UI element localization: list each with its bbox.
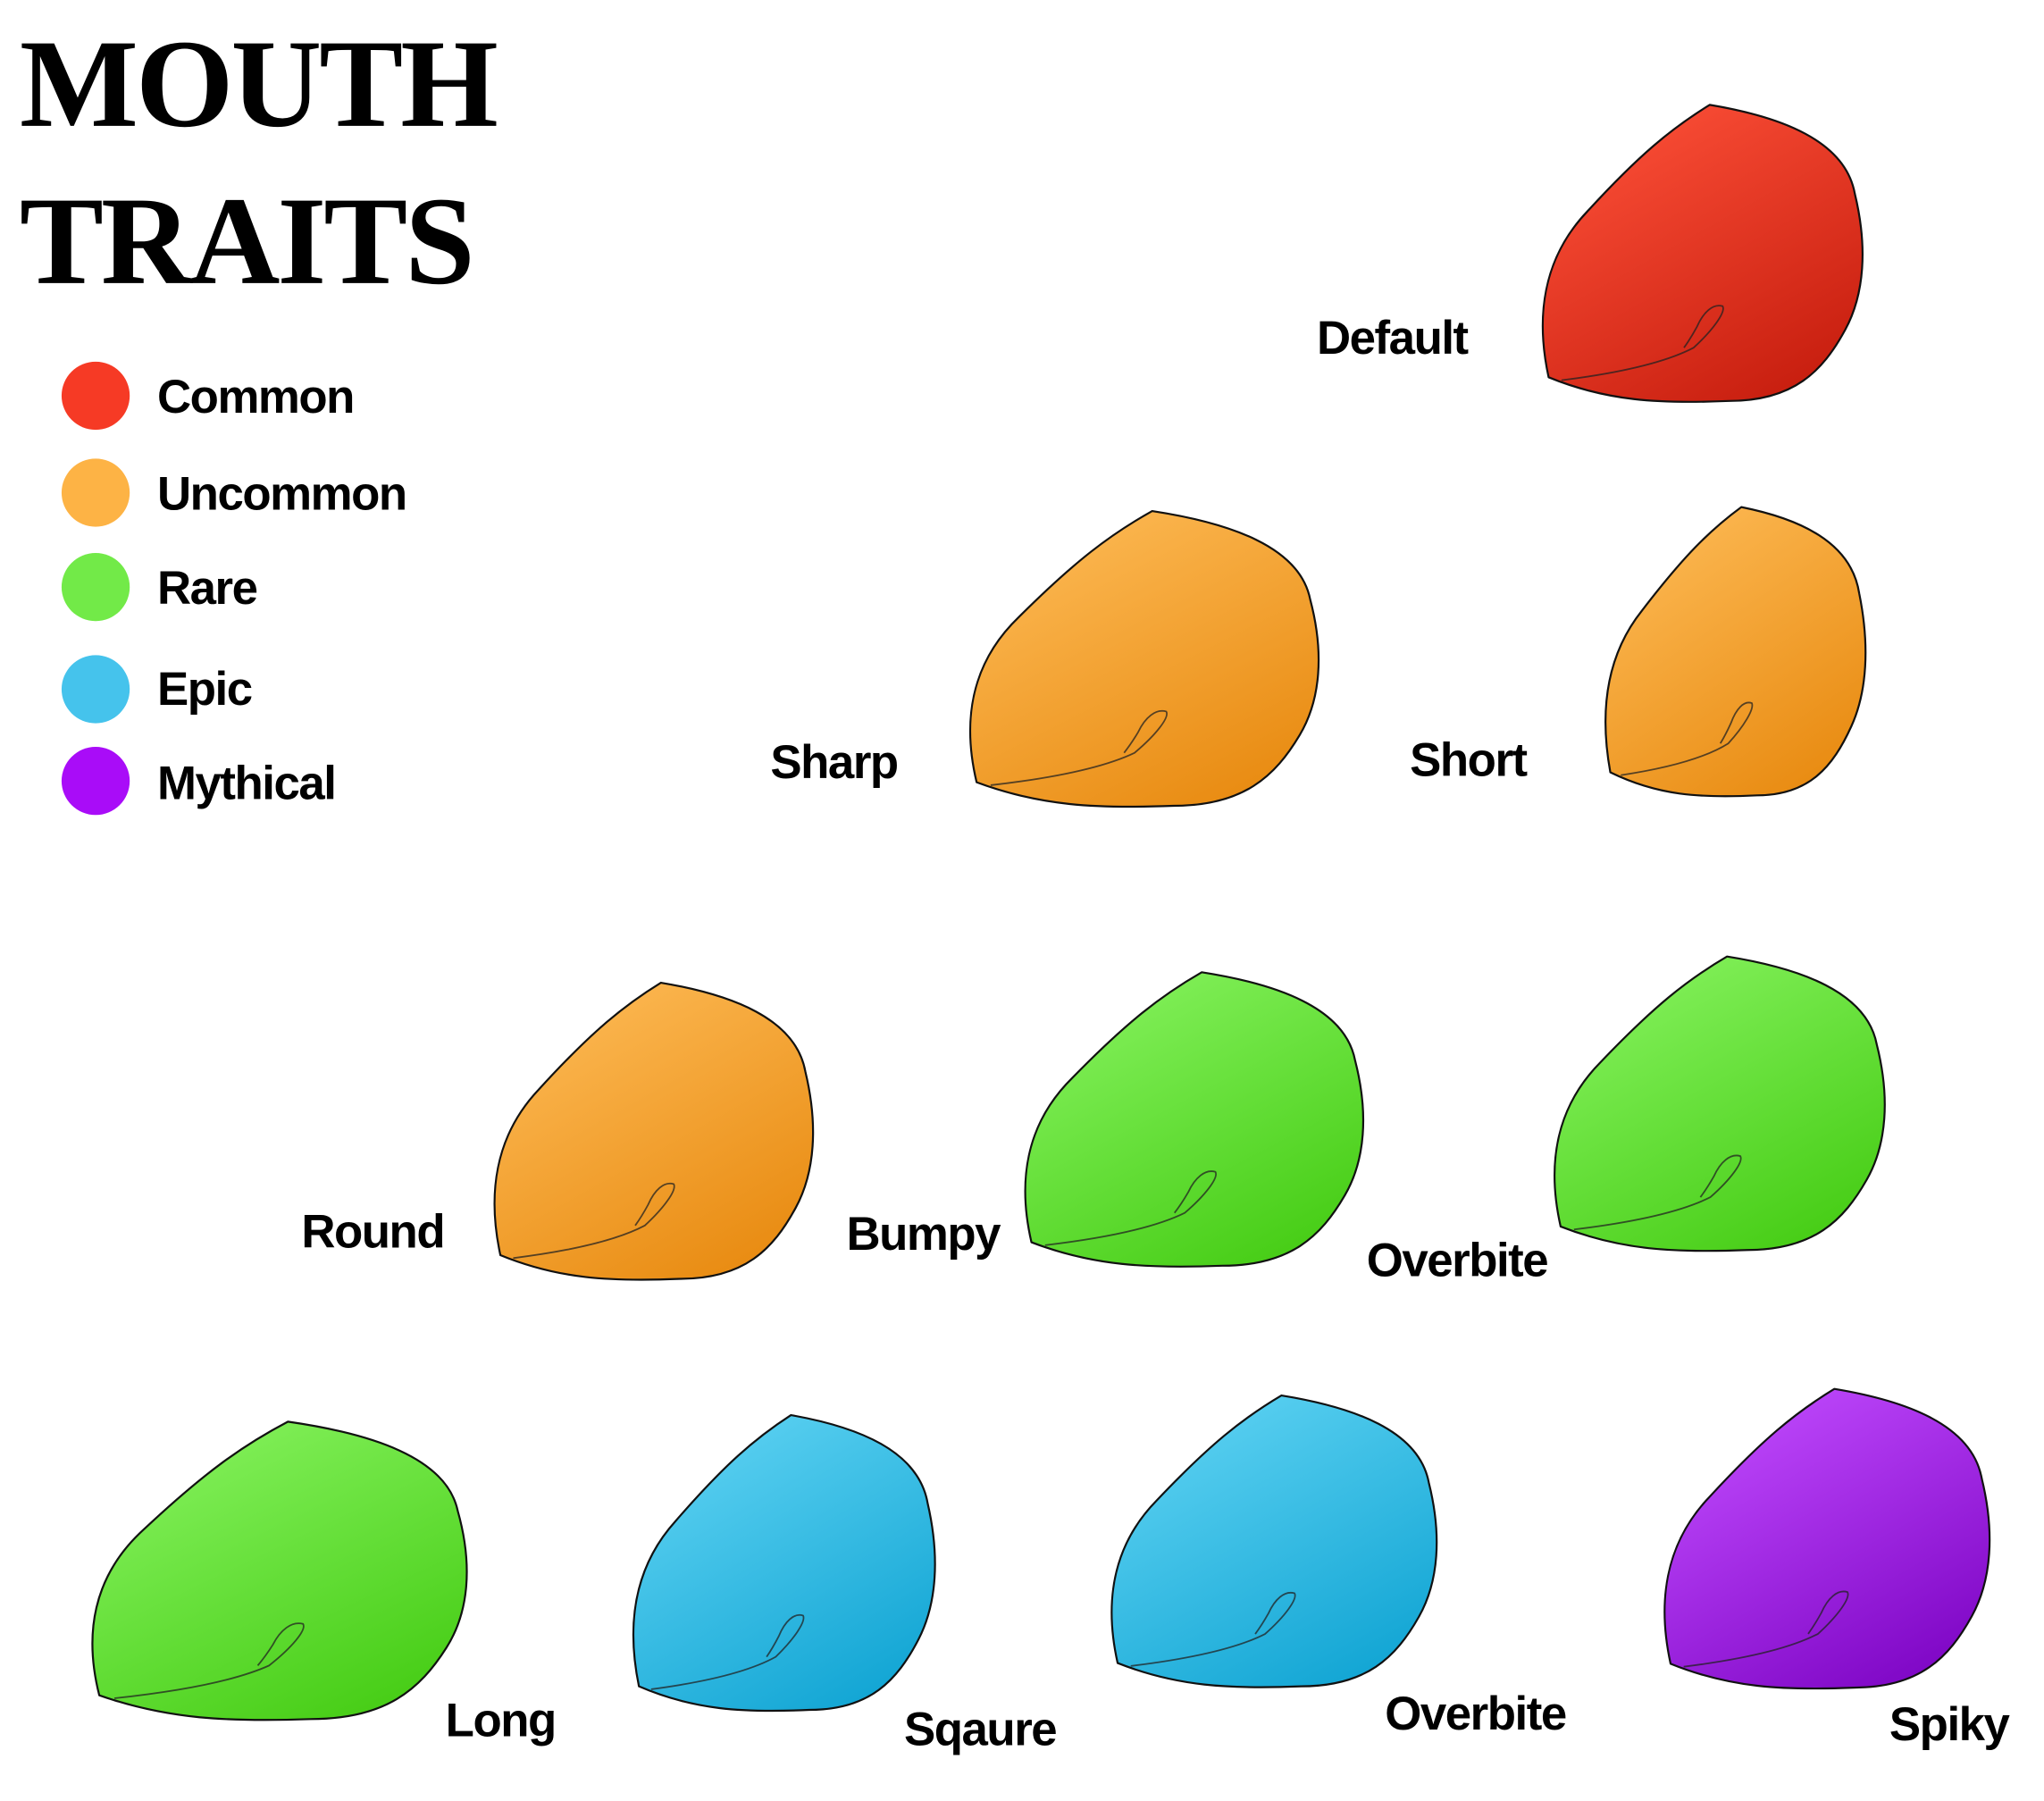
legend-label: Epic	[157, 663, 252, 716]
legend-swatch	[61, 655, 130, 724]
trait-label: Spiky	[1889, 1698, 2011, 1751]
mouth-illustration	[1026, 972, 1363, 1267]
trait-label: Overbite	[1385, 1688, 1566, 1740]
mouth-shapes	[92, 105, 1990, 1720]
mouth-body	[633, 1415, 935, 1711]
trait-label: Overbite	[1367, 1235, 1548, 1287]
legend-swatch	[61, 361, 130, 431]
mouth-body	[1605, 507, 1865, 797]
mouth-lip	[1574, 1155, 1741, 1229]
mouth-illustration	[633, 1415, 935, 1711]
mouth-illustration	[495, 983, 814, 1280]
legend-swatch	[61, 458, 130, 527]
mouth-illustration	[1605, 507, 1865, 797]
mouth-illustration	[92, 1421, 466, 1720]
trait-label: Round	[301, 1205, 444, 1258]
trait-label: Default	[1317, 312, 1469, 364]
trait-label: Sharp	[770, 736, 898, 789]
mouth-lip	[1684, 1591, 1848, 1666]
legend-label: Uncommon	[157, 468, 406, 521]
trait-label: Short	[1410, 733, 1527, 786]
mouth-illustration	[1543, 105, 1863, 402]
mouth-illustration	[1554, 957, 1885, 1252]
mouth-body	[495, 983, 814, 1280]
mouth-lip	[1045, 1171, 1216, 1245]
mouth-illustration	[970, 511, 1319, 807]
trait-label: Long	[446, 1694, 556, 1747]
mouth-illustration	[1111, 1395, 1437, 1688]
trait-label: Bumpy	[846, 1208, 1001, 1261]
mouth-lip	[1621, 702, 1752, 775]
mouth-lip	[513, 1184, 674, 1259]
mouth-lip	[1562, 306, 1723, 381]
mouth-lip	[651, 1615, 804, 1689]
mouth-body	[1111, 1395, 1437, 1688]
mouth-body	[1026, 972, 1363, 1267]
legend-swatch	[61, 552, 130, 622]
mouth-body	[1664, 1389, 1990, 1688]
mouth-body	[1543, 105, 1863, 402]
mouth-lip	[991, 711, 1167, 785]
mouth-lip	[1131, 1593, 1295, 1666]
legend: Common Uncommon Rare Epic Mythical	[61, 361, 407, 816]
mouth-illustration	[1664, 1389, 1990, 1688]
mouth-body	[970, 511, 1319, 807]
mouth-body	[92, 1421, 466, 1720]
title-line: TRAITS	[20, 172, 473, 311]
legend-label: Rare	[157, 562, 257, 615]
legend-label: Common	[157, 371, 354, 423]
legend-label: Mythical	[157, 758, 336, 810]
legend-swatch	[61, 747, 130, 816]
mouth-lip	[114, 1623, 304, 1698]
mouth-body	[1554, 957, 1885, 1252]
title-line: MOUTH	[20, 15, 497, 154]
trait-label: Sqaure	[904, 1704, 1056, 1756]
